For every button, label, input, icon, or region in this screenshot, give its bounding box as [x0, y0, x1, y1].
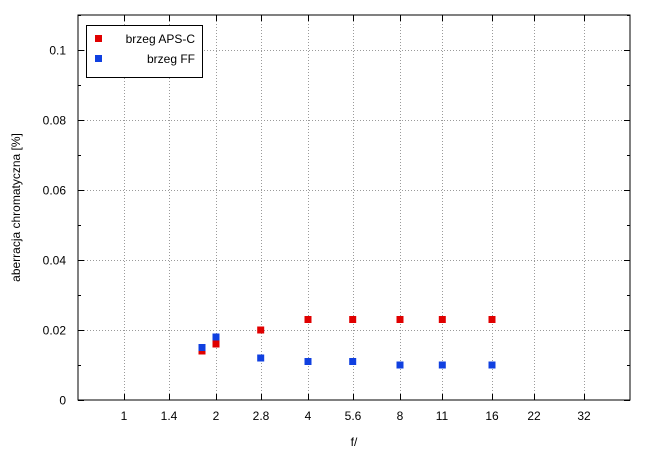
axis-ticks: 1 1.4 2 2.8 4 5.6 8 11 16 22 32 0 0.02 0.04 0.06 0.08 0.… — [43, 15, 630, 423]
x-tick-label-22: 22 — [527, 409, 541, 423]
point-brzeg-aps-c-f8 — [396, 316, 404, 323]
grid — [78, 15, 630, 400]
point-brzeg-aps-c-f2-8 — [257, 326, 265, 334]
y-tick-label-0-06: 0.06 — [43, 184, 67, 198]
x-tick-label-2-8: 2.8 — [253, 409, 270, 423]
x-tick-label-5-6: 5.6 — [345, 409, 362, 423]
point-brzeg-aps-c-f4 — [304, 316, 312, 323]
y-tick-label-0-08: 0.08 — [43, 114, 67, 128]
x-tick-label-16: 16 — [485, 409, 499, 423]
x-tick-label-32: 32 — [577, 409, 591, 423]
point-brzeg-aps-c-f11 — [438, 316, 446, 323]
x-tick-label-8: 8 — [397, 409, 404, 423]
data-points — [198, 316, 496, 369]
x-tick-label-2: 2 — [213, 409, 220, 423]
series-brzeg-ff — [198, 333, 496, 369]
legend-label-ff: brzeg FF — [147, 52, 195, 66]
x-tick-label-1-4: 1.4 — [161, 409, 178, 423]
legend-marker-aps-c — [95, 35, 102, 42]
y-tick-label-0-1: 0.1 — [49, 44, 66, 58]
point-brzeg-ff-f8 — [396, 361, 404, 369]
point-brzeg-ff-f4 — [304, 358, 312, 365]
y-tick-label-0-02: 0.02 — [43, 324, 67, 338]
point-brzeg-ff-f5-6 — [349, 358, 357, 365]
point-brzeg-aps-c-f2 — [212, 340, 220, 348]
x-axis-label: f/ — [351, 435, 358, 449]
point-brzeg-aps-c-f5-6 — [349, 316, 357, 323]
y-tick-label-0-04: 0.04 — [43, 254, 67, 268]
point-brzeg-ff-f16 — [488, 361, 496, 369]
x-tick-label-11: 11 — [436, 409, 449, 423]
point-brzeg-ff-f11 — [438, 361, 446, 369]
legend: brzeg APS-C brzeg FF — [86, 25, 203, 78]
point-brzeg-ff-f1-8 — [198, 344, 206, 351]
point-brzeg-ff-f2-8 — [257, 354, 265, 362]
x-tick-label-4: 4 — [305, 409, 312, 423]
legend-box — [86, 25, 203, 78]
legend-marker-ff — [95, 55, 102, 62]
y-tick-label-0: 0 — [59, 394, 66, 408]
point-brzeg-ff-f2 — [212, 333, 220, 341]
point-brzeg-aps-c-f16 — [488, 316, 496, 323]
legend-label-aps-c: brzeg APS-C — [126, 32, 196, 46]
x-tick-label-1: 1 — [121, 409, 128, 423]
y-axis-label: aberracja chromatyczna [%] — [9, 133, 23, 282]
